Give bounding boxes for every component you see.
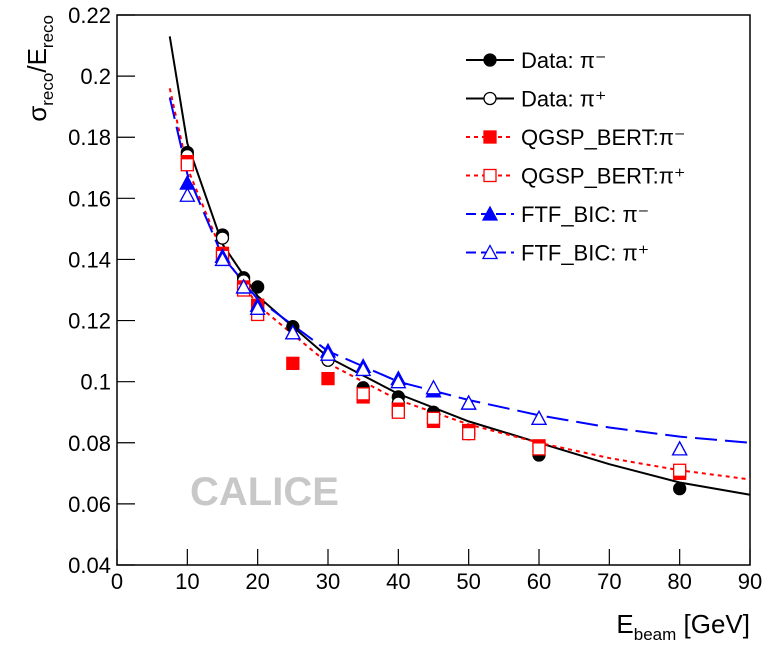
data-point <box>235 278 252 294</box>
data-point <box>673 481 687 496</box>
legend-label: FTF_BIC: π⁺ <box>521 241 649 266</box>
x-tick-label: 40 <box>386 569 410 594</box>
legend-label: QGSP_BERT:π⁻ <box>521 125 686 150</box>
legend-marker <box>483 168 497 183</box>
legend-label: Data: π⁻ <box>521 48 607 73</box>
x-label-part: beam <box>634 625 677 644</box>
data-point <box>179 186 196 202</box>
fit-curve <box>168 36 751 496</box>
x-tick-label: 80 <box>667 569 691 594</box>
x-tick-label: 70 <box>597 569 621 594</box>
data-point <box>425 379 442 395</box>
data-point <box>284 324 301 340</box>
x-tick-label: 90 <box>738 569 762 594</box>
fit-curve <box>168 97 751 444</box>
annotation: CALICE <box>190 470 339 514</box>
data-point <box>390 373 407 389</box>
data-point <box>215 231 230 245</box>
y-tick-label: 0.18 <box>68 125 111 150</box>
data-point <box>319 345 337 361</box>
y-tick-label: 0.04 <box>68 553 111 578</box>
y-tick-label: 0.06 <box>68 492 111 517</box>
legend-marker <box>483 91 497 106</box>
y-tick-label: 0.2 <box>80 64 111 89</box>
data-point <box>214 251 231 267</box>
x-tick-label: 10 <box>175 569 199 594</box>
x-tick-label: 20 <box>245 569 269 594</box>
legend-label: Data: π⁺ <box>521 87 607 112</box>
x-label-part: E <box>616 609 633 639</box>
data-point <box>426 411 441 425</box>
x-tick-label: 50 <box>456 569 480 594</box>
legend-label: QGSP_BERT:π⁺ <box>521 164 686 189</box>
y-tick-label: 0.12 <box>68 309 111 334</box>
data-point <box>391 405 405 419</box>
legend-marker <box>483 130 497 144</box>
legend-marker <box>483 53 497 67</box>
data-point <box>673 463 687 477</box>
y-label-part: /E <box>22 48 52 73</box>
legend-marker <box>481 244 499 260</box>
data-point <box>286 356 300 370</box>
y-tick-label: 0.22 <box>68 3 111 28</box>
x-label-part: [GeV] <box>676 609 750 639</box>
fit-curve <box>168 88 751 481</box>
data-point <box>251 280 265 294</box>
y-label-part: reco <box>38 15 57 48</box>
data-point <box>249 299 266 315</box>
x-tick-label: 30 <box>316 569 340 594</box>
data-point <box>532 442 546 456</box>
y-label-part: reco <box>38 73 57 106</box>
data-point <box>321 371 335 386</box>
y-label-part: σ <box>22 106 52 122</box>
y-tick-label: 0.08 <box>68 431 111 456</box>
data-point <box>462 426 476 441</box>
y-tick-label: 0.14 <box>68 247 111 272</box>
legend-marker <box>481 205 499 221</box>
data-point <box>180 158 194 172</box>
y-axis-label: σreco/Ereco <box>22 15 57 122</box>
y-tick-label: 0.1 <box>80 370 111 395</box>
y-tick-label: 0.16 <box>68 186 111 211</box>
data-point <box>671 440 688 456</box>
x-tick-label: 60 <box>527 569 551 594</box>
x-tick-label: 0 <box>111 569 123 594</box>
legend-label: FTF_BIC: π⁻ <box>521 202 649 227</box>
data-point <box>355 361 372 377</box>
data-point <box>356 387 370 401</box>
data-point <box>530 409 548 425</box>
plot-frame <box>116 14 751 566</box>
data-point <box>460 394 477 410</box>
x-axis-label: Ebeam [GeV] <box>616 609 750 644</box>
